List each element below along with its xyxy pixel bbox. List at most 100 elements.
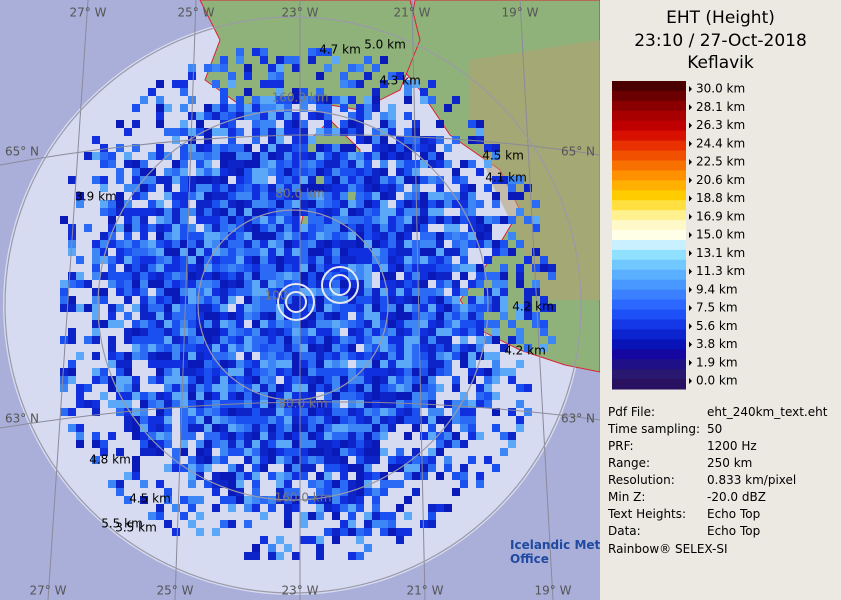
echo-cell: [172, 192, 180, 200]
echo-cell: [420, 208, 428, 216]
echo-cell: [316, 168, 324, 176]
echo-cell: [212, 368, 220, 376]
echo-cell: [116, 360, 124, 368]
echo-cell: [292, 336, 300, 344]
echo-cell: [348, 168, 356, 176]
echo-cell: [356, 432, 364, 440]
echo-cell: [388, 288, 396, 296]
echo-cell: [404, 320, 412, 328]
echo-cell: [284, 160, 292, 168]
echo-cell: [284, 464, 292, 472]
echo-cell: [292, 456, 300, 464]
echo-cell: [140, 392, 148, 400]
echo-cell: [404, 128, 412, 136]
echo-cell: [244, 408, 252, 416]
echo-cell: [300, 360, 308, 368]
echo-cell: [420, 392, 428, 400]
site: Keflavik: [687, 53, 754, 73]
scale-band: [612, 210, 686, 221]
echo-cell: [132, 304, 140, 312]
echo-cell: [308, 136, 316, 144]
echo-cell: [132, 168, 140, 176]
echo-cell: [508, 184, 516, 192]
echo-cell: [420, 264, 428, 272]
echo-cell: [324, 360, 332, 368]
echo-cell: [292, 440, 300, 448]
echo-cell: [172, 360, 180, 368]
echo-cell: [364, 56, 372, 64]
scale-label: 13.1 km: [696, 246, 745, 260]
echo-cell: [380, 120, 388, 128]
echo-cell: [252, 48, 260, 56]
echo-cell: [252, 272, 260, 280]
echo-cell: [516, 208, 524, 216]
echo-cell: [452, 384, 460, 392]
echo-cell: [316, 312, 324, 320]
footer: Rainbow® SELEX-SI: [608, 542, 728, 556]
echo-cell: [508, 440, 516, 448]
echo-cell: [412, 320, 420, 328]
logo: Icelandic Met Office: [510, 538, 600, 566]
echo-cell: [348, 384, 356, 392]
echo-cell: [108, 312, 116, 320]
echo-cell: [388, 392, 396, 400]
echo-cell: [132, 288, 140, 296]
echo-cell: [300, 104, 308, 112]
echo-cell: [388, 104, 396, 112]
echo-cell: [476, 432, 484, 440]
echo-cell: [300, 312, 308, 320]
scale-label: 3.8 km: [696, 337, 738, 351]
echo-cell: [204, 256, 212, 264]
echo-cell: [60, 304, 68, 312]
echo-cell: [316, 344, 324, 352]
echo-cell: [380, 360, 388, 368]
echo-cell: [500, 288, 508, 296]
echo-cell: [204, 264, 212, 272]
echo-cell: [60, 368, 68, 376]
echo-cell: [364, 528, 372, 536]
echo-cell: [260, 376, 268, 384]
echo-cell: [220, 480, 228, 488]
echo-cell: [284, 104, 292, 112]
echo-cell: [444, 256, 452, 264]
scale-band: [612, 120, 686, 132]
echo-cell: [116, 352, 124, 360]
echo-cell: [324, 384, 332, 392]
echo-cell: [412, 368, 420, 376]
echo-cell: [436, 280, 444, 288]
echo-cell: [468, 296, 476, 304]
echo-cell: [428, 240, 436, 248]
echo-cell: [156, 368, 164, 376]
scale-tick: [689, 159, 692, 165]
echo-cell: [188, 456, 196, 464]
echo-cell: [116, 384, 124, 392]
echo-cell: [300, 456, 308, 464]
echo-cell: [404, 112, 412, 120]
echo-cell: [180, 184, 188, 192]
echo-cell: [244, 352, 252, 360]
echo-cell: [164, 208, 172, 216]
echo-cell: [180, 224, 188, 232]
echo-cell: [276, 368, 284, 376]
echo-cell: [236, 320, 244, 328]
echo-cell: [524, 384, 532, 392]
echo-cell: [308, 96, 316, 104]
echo-cell: [428, 144, 436, 152]
echo-cell: [148, 360, 156, 368]
echo-cell: [420, 432, 428, 440]
echo-cell: [428, 384, 436, 392]
echo-cell: [396, 312, 404, 320]
echo-cell: [156, 264, 164, 272]
echo-cell: [108, 152, 116, 160]
echo-cell: [516, 304, 524, 312]
echo-cell: [412, 328, 420, 336]
echo-cell: [348, 152, 356, 160]
echo-cell: [228, 264, 236, 272]
echo-cell: [476, 128, 484, 136]
echo-cell: [228, 408, 236, 416]
echo-cell: [292, 488, 300, 496]
echo-cell: [516, 264, 524, 272]
echo-cell: [268, 384, 276, 392]
echo-cell: [172, 280, 180, 288]
echo-cell: [356, 464, 364, 472]
